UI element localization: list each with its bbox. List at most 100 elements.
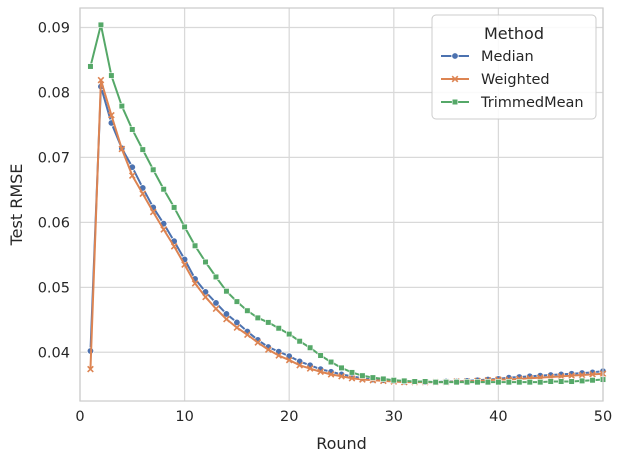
trimmedmean-point (129, 126, 136, 133)
legend-entry-weighted: Weighted (441, 72, 550, 88)
legend: Method Median Weighted TrimmedMean (431, 14, 597, 120)
weighted-point (160, 226, 168, 233)
legend-median-point (451, 52, 459, 60)
weighted-point (264, 346, 272, 354)
weighted-point-stroke (108, 111, 115, 119)
trimmedmean-point (369, 374, 376, 381)
x-tick-label: 30 (385, 409, 403, 425)
trimmedmean-point (578, 377, 586, 384)
weighted-point (108, 111, 115, 119)
legend-entries: Median Weighted TrimmedMean (441, 49, 584, 111)
trimmedmean-point (401, 377, 408, 384)
weighted-point-stroke (160, 226, 168, 233)
trimmedmean-point (160, 186, 167, 193)
trimmedmean-point (463, 379, 471, 386)
weighted-point-stroke (233, 324, 241, 331)
weighted-point-stroke (170, 243, 178, 250)
trimmedmean-point (516, 379, 523, 386)
weighted-point (275, 352, 283, 359)
trimmedmean-point (568, 378, 575, 385)
y-axis-title: Test RMSE (7, 164, 26, 247)
weighted-point-stroke (139, 190, 147, 198)
trimmedmean-point (244, 307, 251, 314)
plot-frame (79, 7, 604, 402)
trimmedmean-point (286, 330, 293, 338)
trimmedmean-point (223, 288, 230, 295)
legend-title: Method (484, 24, 544, 43)
trimmedmean-point (474, 379, 481, 386)
weighted-point-stroke (223, 315, 230, 323)
weighted-point-stroke (128, 172, 136, 179)
weighted-point-stroke (327, 371, 335, 378)
weighted-point (118, 145, 126, 153)
y-tick-label: 0.08 (38, 85, 70, 101)
trimmedmean-point (108, 72, 115, 79)
weighted-point-stroke (191, 280, 199, 287)
weighted-point (338, 372, 345, 380)
y-tick-label: 0.06 (38, 215, 70, 231)
weighted-point (285, 356, 293, 364)
legend-label: Weighted (481, 72, 550, 88)
x-tick-label: 0 (75, 409, 84, 425)
y-tick-label: 0.09 (38, 20, 70, 36)
weighted-point (568, 372, 575, 380)
median-point (212, 299, 220, 307)
weighted-point-stroke (296, 361, 304, 369)
trimmedmean-point (390, 377, 397, 384)
weighted-point-stroke (212, 305, 220, 313)
legend-label: Median (481, 49, 534, 65)
legend-trimmedmean-point (451, 98, 459, 106)
weighted-point (97, 76, 105, 84)
trimmedmean-point (338, 364, 345, 371)
weighted-point-stroke (348, 374, 356, 382)
trimmedmean-point (348, 369, 356, 376)
trimmedmean-point (317, 352, 324, 359)
trimmedmean-point (432, 379, 439, 386)
trimmedmean-point (97, 21, 105, 28)
trimmedmean-point (275, 325, 282, 332)
weighted-point (348, 374, 356, 382)
weighted-point (139, 190, 147, 198)
trimmedmean-point (212, 273, 220, 281)
weighted-point (212, 305, 220, 313)
x-tick-labels: 0 10 20 30 40 50 (75, 409, 612, 425)
trimmedmean-point (505, 379, 512, 386)
weighted-point-stroke (264, 346, 272, 354)
trimmedmean-point (422, 378, 429, 385)
trimmedmean-point (191, 242, 199, 249)
weighted-point-stroke (557, 372, 565, 380)
x-axis-title: Round (316, 434, 367, 453)
weighted-point-stroke (285, 356, 293, 364)
x-tick-label: 50 (594, 409, 612, 425)
trimmedmean-point (254, 314, 261, 321)
median-point (222, 310, 231, 318)
weighted-point-stroke (254, 339, 262, 346)
legend-label: TrimmedMean (480, 95, 584, 111)
y-tick-labels: 0.04 0.05 0.06 0.07 0.08 0.09 (38, 20, 70, 361)
trimmedmean-point (558, 378, 565, 385)
y-tick-label: 0.07 (38, 150, 70, 166)
weighted-point-stroke (181, 261, 188, 268)
weighted-point (578, 371, 586, 379)
legend-box (431, 14, 597, 120)
trimmedmean-point (453, 379, 460, 386)
trimmedmean-point (233, 298, 241, 305)
x-tick-label: 10 (175, 409, 193, 425)
trimmedmean-point (265, 319, 272, 326)
trimmedmean-point (442, 379, 450, 386)
trimmedmean-point (296, 338, 303, 345)
x-tick-label: 20 (280, 409, 298, 425)
weighted-point-stroke (87, 365, 94, 373)
trimmedmean-point (87, 63, 94, 70)
weighted-point (191, 280, 199, 287)
weighted-point-stroke (317, 368, 324, 376)
trimmedmean-point (327, 358, 335, 366)
weighted-point (589, 371, 596, 378)
trimmedmean-point (411, 378, 418, 385)
weighted-point (149, 208, 157, 216)
trimmedmean-point (495, 379, 502, 386)
trimmedmean-point (307, 344, 314, 351)
weighted-point (170, 243, 178, 250)
